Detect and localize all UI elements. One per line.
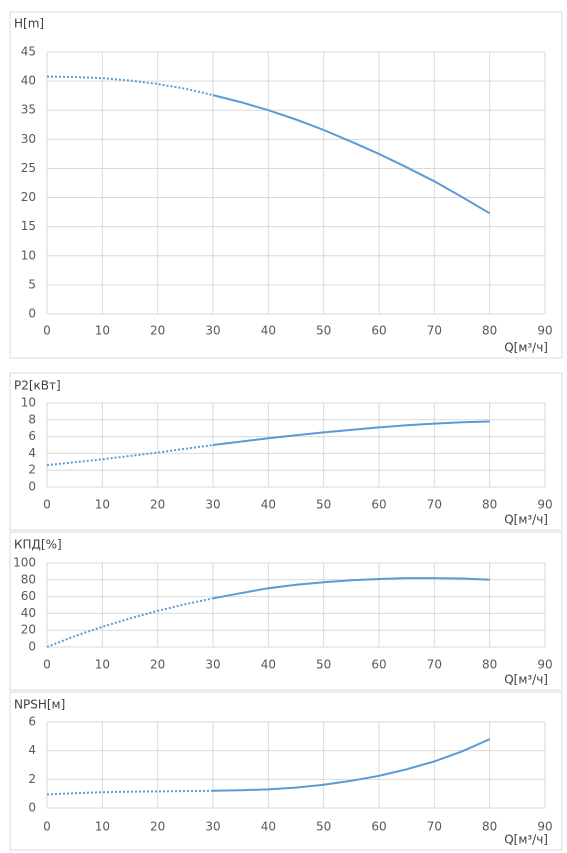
y-tick-label: 0 [28, 640, 36, 654]
x-tick-label: 10 [95, 820, 110, 834]
chart-frame [9, 531, 563, 691]
x-tick-label: 60 [371, 820, 386, 834]
curve-dotted [46, 597, 214, 648]
y-tick-label: 35 [21, 103, 36, 117]
chart-title: H[m] [14, 17, 44, 31]
x-tick-label: 20 [150, 498, 165, 512]
chart-title: NPSH[м] [14, 698, 65, 712]
x-tick-label: 70 [427, 498, 442, 512]
y-tick-label: 40 [21, 606, 36, 620]
y-tick-label: 20 [21, 623, 36, 637]
x-tick-label: 50 [316, 498, 331, 512]
y-tick-label: 100 [13, 556, 36, 570]
x-tick-label: 30 [205, 658, 220, 672]
y-tick-label: 2 [28, 463, 36, 477]
x-tick-label: 70 [427, 820, 442, 834]
x-axis-label: Q[м³/ч] [504, 341, 548, 355]
y-tick-label: 15 [21, 219, 36, 233]
y-tick-label: 6 [28, 429, 36, 443]
y-tick-label: 6 [28, 715, 36, 729]
y-tick-label: 5 [28, 277, 36, 291]
x-tick-label: 60 [371, 658, 386, 672]
x-tick-label: 90 [537, 498, 552, 512]
x-tick-label: 80 [482, 658, 497, 672]
y-tick-label: 40 [21, 74, 36, 88]
y-tick-label: 25 [21, 161, 36, 175]
x-tick-label: 0 [43, 658, 51, 672]
x-tick-label: 30 [205, 324, 220, 338]
x-tick-label: 30 [205, 820, 220, 834]
curve-solid [212, 420, 490, 446]
y-tick-label: 80 [21, 572, 36, 586]
y-tick-label: 0 [28, 480, 36, 494]
y-tick-label: 30 [21, 132, 36, 146]
x-tick-label: 90 [537, 658, 552, 672]
y-tick-label: 10 [21, 396, 36, 410]
x-tick-label: 0 [43, 324, 51, 338]
y-tick-label: 20 [21, 190, 36, 204]
x-tick-label: 50 [316, 658, 331, 672]
x-tick-label: 10 [95, 658, 110, 672]
y-tick-label: 60 [21, 589, 36, 603]
y-tick-label: 4 [28, 446, 36, 460]
y-tick-label: 4 [28, 743, 36, 757]
x-tick-label: 70 [427, 658, 442, 672]
x-tick-label: 80 [482, 820, 497, 834]
x-tick-label: 10 [95, 498, 110, 512]
chart-title: P2[кВт] [14, 379, 61, 393]
x-tick-label: 50 [316, 324, 331, 338]
chart-frame [9, 11, 563, 359]
x-tick-label: 90 [537, 820, 552, 834]
x-tick-label: 60 [371, 498, 386, 512]
x-tick-label: 20 [150, 658, 165, 672]
x-tick-label: 30 [205, 498, 220, 512]
x-tick-label: 0 [43, 498, 51, 512]
x-tick-label: 80 [482, 324, 497, 338]
x-tick-label: 20 [150, 324, 165, 338]
curve-solid [212, 577, 490, 600]
x-tick-label: 40 [261, 324, 276, 338]
x-tick-label: 40 [261, 658, 276, 672]
curve-solid [212, 94, 491, 215]
y-tick-label: 8 [28, 412, 36, 426]
x-tick-label: 50 [316, 820, 331, 834]
x-tick-label: 10 [95, 324, 110, 338]
x-tick-label: 90 [537, 324, 552, 338]
y-tick-label: 10 [21, 248, 36, 262]
chart-title: КПД[%] [14, 538, 62, 552]
chart-frame [9, 372, 563, 531]
x-tick-label: 0 [43, 820, 51, 834]
x-axis-label: Q[м³/ч] [504, 833, 548, 847]
curve-solid [212, 738, 491, 792]
chart-frame [9, 691, 563, 851]
y-tick-label: 0 [28, 801, 36, 815]
x-tick-label: 60 [371, 324, 386, 338]
x-tick-label: 20 [150, 820, 165, 834]
y-tick-label: 0 [28, 307, 36, 321]
y-tick-label: 2 [28, 772, 36, 786]
x-tick-label: 40 [261, 498, 276, 512]
x-axis-label: Q[м³/ч] [504, 513, 548, 527]
x-tick-label: 40 [261, 820, 276, 834]
x-tick-label: 70 [427, 324, 442, 338]
x-axis-label: Q[м³/ч] [504, 673, 548, 687]
x-tick-label: 80 [482, 498, 497, 512]
y-tick-label: 45 [21, 45, 36, 59]
